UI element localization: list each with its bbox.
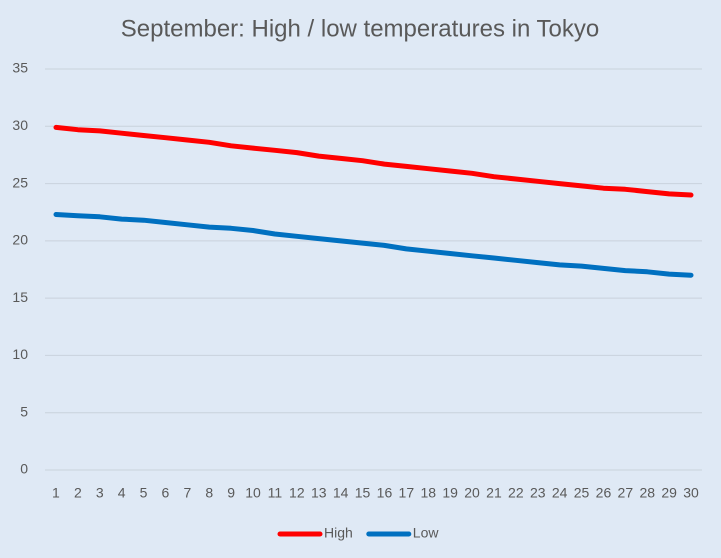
y-tick-label: 20 (12, 232, 28, 248)
x-tick-label: 11 (268, 485, 283, 501)
chart-title: September: High / low temperatures in To… (121, 15, 599, 42)
x-tick-label: 13 (311, 485, 327, 501)
x-tick-label: 2 (74, 485, 82, 501)
x-tick-label: 30 (683, 485, 699, 501)
x-tick-label: 10 (245, 485, 261, 501)
x-tick-label: 3 (96, 485, 104, 501)
x-tick-label: 9 (227, 485, 235, 501)
x-tick-label: 17 (399, 485, 415, 501)
legend-label: Low (413, 525, 440, 541)
x-tick-label: 29 (661, 485, 677, 501)
x-tick-label: 23 (530, 485, 546, 501)
x-tick-label: 26 (596, 485, 612, 501)
x-tick-label: 7 (183, 485, 191, 501)
x-tick-label: 28 (639, 485, 655, 501)
x-tick-label: 12 (289, 485, 305, 501)
x-tick-label: 25 (574, 485, 590, 501)
legend-label: High (324, 525, 353, 541)
x-tick-label: 1 (52, 485, 60, 501)
x-tick-label: 22 (508, 485, 524, 501)
y-tick-label: 25 (12, 174, 28, 190)
y-tick-label: 10 (12, 346, 28, 362)
y-tick-label: 5 (20, 403, 28, 419)
y-tick-label: 15 (12, 289, 28, 305)
y-tick-label: 30 (12, 117, 28, 133)
line-series (53, 212, 694, 278)
x-tick-label: 21 (486, 485, 502, 501)
x-tick-label: 20 (464, 485, 480, 501)
y-tick-label: 0 (20, 461, 28, 477)
x-tick-label: 16 (377, 485, 393, 501)
x-tick-label: 19 (442, 485, 458, 501)
x-tick-label: 5 (140, 485, 148, 501)
x-tick-label: 8 (205, 485, 213, 501)
x-tick-label: 14 (333, 485, 349, 501)
x-tick-label: 27 (618, 485, 634, 501)
y-tick-label: 35 (12, 60, 28, 76)
x-tick-label: 4 (118, 485, 126, 501)
x-tick-label: 18 (420, 485, 436, 501)
x-tick-label: 24 (552, 485, 568, 501)
x-tick-label: 6 (162, 485, 170, 501)
x-tick-label: 15 (355, 485, 371, 501)
line-series (53, 124, 694, 198)
